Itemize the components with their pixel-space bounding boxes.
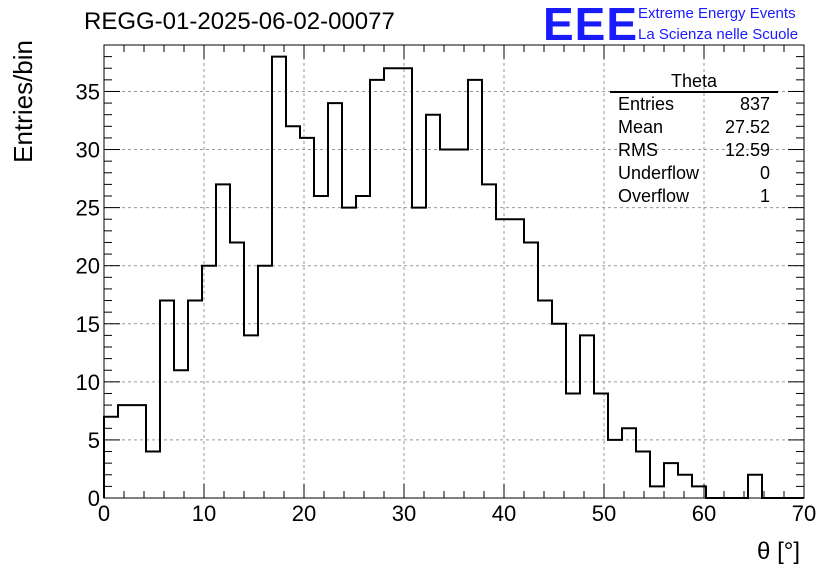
- y-tick-label: 10: [76, 370, 100, 395]
- stats-value: 12.59: [724, 140, 770, 160]
- stats-value: 1: [759, 186, 770, 206]
- y-tick-label: 5: [88, 428, 100, 453]
- stats-row-underflow: Underflow 0: [610, 162, 778, 185]
- x-axis-label: θ [°]: [757, 538, 800, 565]
- stats-label: Underflow: [618, 163, 700, 183]
- stats-row-rms: RMS 12.59: [610, 139, 778, 162]
- histogram-series: [103, 55, 804, 499]
- logo-mark: EEE: [543, 0, 639, 50]
- stats-box: Theta Entries 837 Mean 27.52 RMS 12.59 U…: [610, 72, 778, 208]
- stats-label: Mean: [618, 117, 664, 137]
- stats-label: RMS: [618, 140, 658, 160]
- run-title: REGG-01-2025-06-02-00077: [84, 8, 395, 35]
- x-tick-label: 70: [792, 501, 816, 526]
- x-tick-label: 10: [192, 501, 216, 526]
- y-tick-label: 0: [88, 486, 100, 511]
- x-tick-label: 40: [492, 501, 516, 526]
- plot-frame: [103, 44, 805, 499]
- stats-value: 0: [759, 163, 770, 183]
- y-tick-label: 20: [76, 254, 100, 279]
- stats-row-mean: Mean 27.52: [610, 116, 778, 139]
- x-tick-label: 0: [98, 501, 110, 526]
- stats-label: Overflow: [618, 186, 690, 206]
- y-tick-label: 25: [76, 196, 100, 221]
- x-tick-label: 50: [592, 501, 616, 526]
- stats-row-overflow: Overflow 1: [610, 185, 778, 208]
- stats-row-entries: Entries 837: [610, 93, 778, 116]
- y-tick-label: 30: [76, 138, 100, 163]
- stats-value: 837: [739, 94, 770, 114]
- stats-label: Entries: [618, 94, 675, 114]
- x-tick-label: 60: [692, 501, 716, 526]
- stats-value: 27.52: [724, 117, 770, 137]
- y-tick-label: 15: [76, 312, 100, 337]
- axis-ticks: [103, 44, 805, 499]
- x-tick-label: 30: [392, 501, 416, 526]
- logo-subtitle-2: La Scienza nelle Scuole: [638, 26, 799, 43]
- y-tick-label: 35: [76, 79, 100, 104]
- logo-subtitle-1: Extreme Energy Events: [638, 5, 796, 22]
- stats-title: Theta: [610, 72, 778, 93]
- x-tick-label: 20: [292, 501, 316, 526]
- y-axis-label: Entries/bin: [8, 40, 38, 163]
